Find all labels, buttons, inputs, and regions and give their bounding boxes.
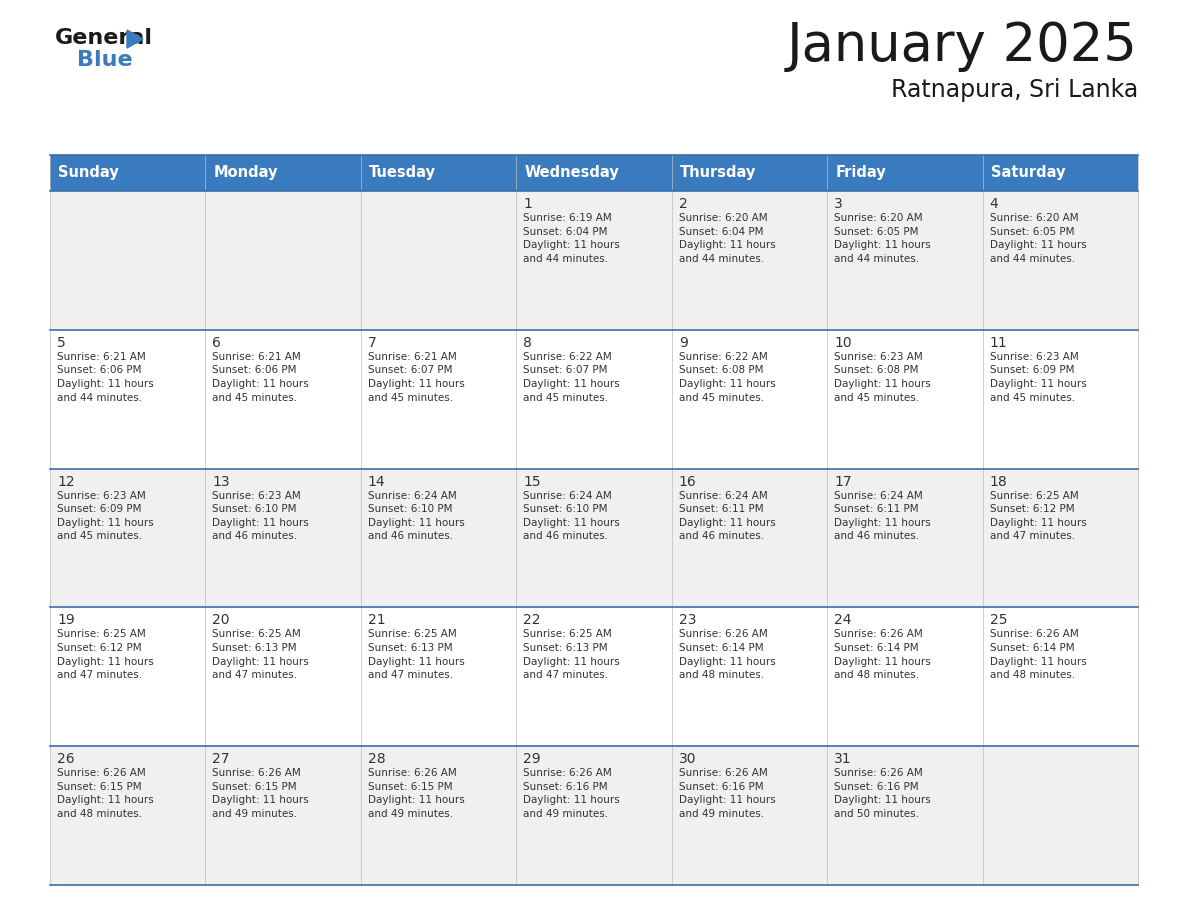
Text: 27: 27 bbox=[213, 752, 230, 767]
Text: Sunrise: 6:21 AM
Sunset: 6:07 PM
Daylight: 11 hours
and 45 minutes.: Sunrise: 6:21 AM Sunset: 6:07 PM Dayligh… bbox=[368, 352, 465, 403]
Text: 28: 28 bbox=[368, 752, 385, 767]
Text: 26: 26 bbox=[57, 752, 75, 767]
Text: 24: 24 bbox=[834, 613, 852, 627]
Text: Sunrise: 6:20 AM
Sunset: 6:05 PM
Daylight: 11 hours
and 44 minutes.: Sunrise: 6:20 AM Sunset: 6:05 PM Dayligh… bbox=[834, 213, 931, 263]
Text: 3: 3 bbox=[834, 197, 843, 211]
Text: 13: 13 bbox=[213, 475, 230, 488]
Text: 25: 25 bbox=[990, 613, 1007, 627]
Text: Sunrise: 6:19 AM
Sunset: 6:04 PM
Daylight: 11 hours
and 44 minutes.: Sunrise: 6:19 AM Sunset: 6:04 PM Dayligh… bbox=[523, 213, 620, 263]
Text: Saturday: Saturday bbox=[991, 165, 1066, 181]
Bar bbox=[50, 746, 1138, 885]
Bar bbox=[50, 468, 1138, 608]
Bar bbox=[50, 155, 1138, 191]
Text: 10: 10 bbox=[834, 336, 852, 350]
Text: Ratnapura, Sri Lanka: Ratnapura, Sri Lanka bbox=[891, 78, 1138, 102]
Text: Sunrise: 6:23 AM
Sunset: 6:10 PM
Daylight: 11 hours
and 46 minutes.: Sunrise: 6:23 AM Sunset: 6:10 PM Dayligh… bbox=[213, 490, 309, 542]
Text: Sunrise: 6:23 AM
Sunset: 6:08 PM
Daylight: 11 hours
and 45 minutes.: Sunrise: 6:23 AM Sunset: 6:08 PM Dayligh… bbox=[834, 352, 931, 403]
Text: 5: 5 bbox=[57, 336, 65, 350]
Text: Sunrise: 6:26 AM
Sunset: 6:16 PM
Daylight: 11 hours
and 50 minutes.: Sunrise: 6:26 AM Sunset: 6:16 PM Dayligh… bbox=[834, 768, 931, 819]
Text: Sunrise: 6:25 AM
Sunset: 6:13 PM
Daylight: 11 hours
and 47 minutes.: Sunrise: 6:25 AM Sunset: 6:13 PM Dayligh… bbox=[523, 630, 620, 680]
Text: 8: 8 bbox=[523, 336, 532, 350]
Bar bbox=[50, 330, 1138, 468]
Text: Sunrise: 6:21 AM
Sunset: 6:06 PM
Daylight: 11 hours
and 45 minutes.: Sunrise: 6:21 AM Sunset: 6:06 PM Dayligh… bbox=[213, 352, 309, 403]
Text: 17: 17 bbox=[834, 475, 852, 488]
Bar bbox=[50, 608, 1138, 746]
Text: 12: 12 bbox=[57, 475, 75, 488]
Text: Sunrise: 6:26 AM
Sunset: 6:14 PM
Daylight: 11 hours
and 48 minutes.: Sunrise: 6:26 AM Sunset: 6:14 PM Dayligh… bbox=[834, 630, 931, 680]
Text: January 2025: January 2025 bbox=[788, 20, 1138, 72]
Text: 19: 19 bbox=[57, 613, 75, 627]
Bar bbox=[50, 191, 1138, 330]
Text: 11: 11 bbox=[990, 336, 1007, 350]
Text: Friday: Friday bbox=[835, 165, 886, 181]
Text: Sunrise: 6:24 AM
Sunset: 6:11 PM
Daylight: 11 hours
and 46 minutes.: Sunrise: 6:24 AM Sunset: 6:11 PM Dayligh… bbox=[678, 490, 776, 542]
Text: Sunrise: 6:25 AM
Sunset: 6:12 PM
Daylight: 11 hours
and 47 minutes.: Sunrise: 6:25 AM Sunset: 6:12 PM Dayligh… bbox=[990, 490, 1086, 542]
Text: Sunrise: 6:23 AM
Sunset: 6:09 PM
Daylight: 11 hours
and 45 minutes.: Sunrise: 6:23 AM Sunset: 6:09 PM Dayligh… bbox=[990, 352, 1086, 403]
Text: Sunrise: 6:26 AM
Sunset: 6:16 PM
Daylight: 11 hours
and 49 minutes.: Sunrise: 6:26 AM Sunset: 6:16 PM Dayligh… bbox=[523, 768, 620, 819]
Text: 18: 18 bbox=[990, 475, 1007, 488]
Text: Blue: Blue bbox=[77, 50, 133, 70]
Text: Sunrise: 6:26 AM
Sunset: 6:15 PM
Daylight: 11 hours
and 49 minutes.: Sunrise: 6:26 AM Sunset: 6:15 PM Dayligh… bbox=[368, 768, 465, 819]
Text: Tuesday: Tuesday bbox=[368, 165, 436, 181]
Text: Sunrise: 6:24 AM
Sunset: 6:10 PM
Daylight: 11 hours
and 46 minutes.: Sunrise: 6:24 AM Sunset: 6:10 PM Dayligh… bbox=[368, 490, 465, 542]
Text: 15: 15 bbox=[523, 475, 541, 488]
Text: Sunrise: 6:22 AM
Sunset: 6:08 PM
Daylight: 11 hours
and 45 minutes.: Sunrise: 6:22 AM Sunset: 6:08 PM Dayligh… bbox=[678, 352, 776, 403]
Text: Sunrise: 6:24 AM
Sunset: 6:10 PM
Daylight: 11 hours
and 46 minutes.: Sunrise: 6:24 AM Sunset: 6:10 PM Dayligh… bbox=[523, 490, 620, 542]
Text: 2: 2 bbox=[678, 197, 688, 211]
Polygon shape bbox=[127, 30, 143, 48]
Text: 23: 23 bbox=[678, 613, 696, 627]
Text: 22: 22 bbox=[523, 613, 541, 627]
Text: 9: 9 bbox=[678, 336, 688, 350]
Text: Monday: Monday bbox=[214, 165, 278, 181]
Text: 16: 16 bbox=[678, 475, 696, 488]
Text: Sunrise: 6:25 AM
Sunset: 6:12 PM
Daylight: 11 hours
and 47 minutes.: Sunrise: 6:25 AM Sunset: 6:12 PM Dayligh… bbox=[57, 630, 153, 680]
Text: Sunrise: 6:20 AM
Sunset: 6:05 PM
Daylight: 11 hours
and 44 minutes.: Sunrise: 6:20 AM Sunset: 6:05 PM Dayligh… bbox=[990, 213, 1086, 263]
Text: 14: 14 bbox=[368, 475, 385, 488]
Text: 7: 7 bbox=[368, 336, 377, 350]
Text: Sunrise: 6:23 AM
Sunset: 6:09 PM
Daylight: 11 hours
and 45 minutes.: Sunrise: 6:23 AM Sunset: 6:09 PM Dayligh… bbox=[57, 490, 153, 542]
Text: 21: 21 bbox=[368, 613, 385, 627]
Text: Sunrise: 6:25 AM
Sunset: 6:13 PM
Daylight: 11 hours
and 47 minutes.: Sunrise: 6:25 AM Sunset: 6:13 PM Dayligh… bbox=[368, 630, 465, 680]
Text: Sunrise: 6:22 AM
Sunset: 6:07 PM
Daylight: 11 hours
and 45 minutes.: Sunrise: 6:22 AM Sunset: 6:07 PM Dayligh… bbox=[523, 352, 620, 403]
Text: Sunrise: 6:25 AM
Sunset: 6:13 PM
Daylight: 11 hours
and 47 minutes.: Sunrise: 6:25 AM Sunset: 6:13 PM Dayligh… bbox=[213, 630, 309, 680]
Text: Sunrise: 6:26 AM
Sunset: 6:15 PM
Daylight: 11 hours
and 48 minutes.: Sunrise: 6:26 AM Sunset: 6:15 PM Dayligh… bbox=[57, 768, 153, 819]
Text: 31: 31 bbox=[834, 752, 852, 767]
Text: Wednesday: Wednesday bbox=[524, 165, 619, 181]
Text: 6: 6 bbox=[213, 336, 221, 350]
Text: General: General bbox=[55, 28, 153, 48]
Text: 30: 30 bbox=[678, 752, 696, 767]
Text: Sunrise: 6:20 AM
Sunset: 6:04 PM
Daylight: 11 hours
and 44 minutes.: Sunrise: 6:20 AM Sunset: 6:04 PM Dayligh… bbox=[678, 213, 776, 263]
Text: Sunrise: 6:26 AM
Sunset: 6:16 PM
Daylight: 11 hours
and 49 minutes.: Sunrise: 6:26 AM Sunset: 6:16 PM Dayligh… bbox=[678, 768, 776, 819]
Text: Sunrise: 6:26 AM
Sunset: 6:14 PM
Daylight: 11 hours
and 48 minutes.: Sunrise: 6:26 AM Sunset: 6:14 PM Dayligh… bbox=[990, 630, 1086, 680]
Text: Sunrise: 6:26 AM
Sunset: 6:14 PM
Daylight: 11 hours
and 48 minutes.: Sunrise: 6:26 AM Sunset: 6:14 PM Dayligh… bbox=[678, 630, 776, 680]
Text: Thursday: Thursday bbox=[680, 165, 756, 181]
Text: 4: 4 bbox=[990, 197, 998, 211]
Text: 1: 1 bbox=[523, 197, 532, 211]
Text: Sunrise: 6:24 AM
Sunset: 6:11 PM
Daylight: 11 hours
and 46 minutes.: Sunrise: 6:24 AM Sunset: 6:11 PM Dayligh… bbox=[834, 490, 931, 542]
Text: 29: 29 bbox=[523, 752, 541, 767]
Text: Sunrise: 6:21 AM
Sunset: 6:06 PM
Daylight: 11 hours
and 44 minutes.: Sunrise: 6:21 AM Sunset: 6:06 PM Dayligh… bbox=[57, 352, 153, 403]
Text: Sunrise: 6:26 AM
Sunset: 6:15 PM
Daylight: 11 hours
and 49 minutes.: Sunrise: 6:26 AM Sunset: 6:15 PM Dayligh… bbox=[213, 768, 309, 819]
Text: Sunday: Sunday bbox=[58, 165, 119, 181]
Text: 20: 20 bbox=[213, 613, 230, 627]
